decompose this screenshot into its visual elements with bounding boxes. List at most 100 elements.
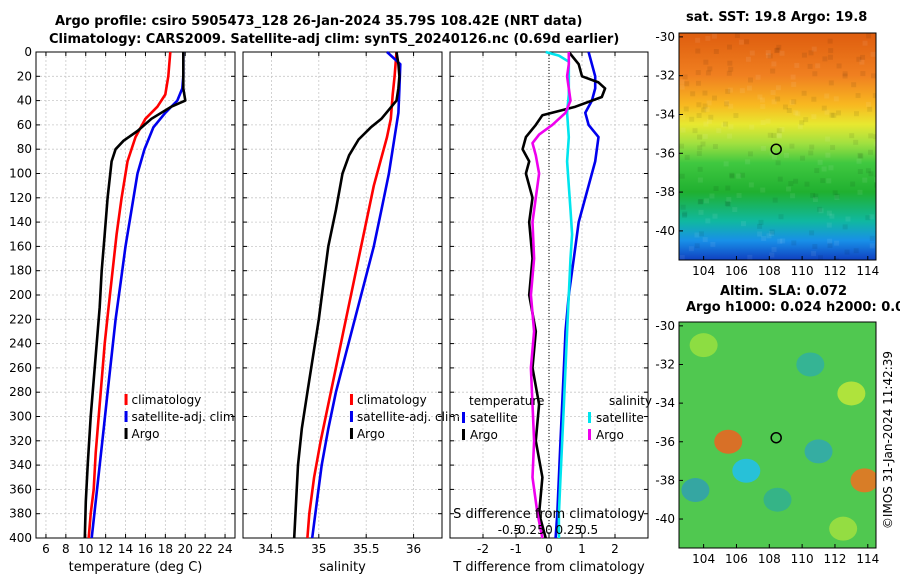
- pixel-texture: [856, 158, 862, 164]
- pixel-texture: [834, 194, 840, 200]
- pixel-texture: [807, 63, 813, 69]
- y-tick-label: -30: [655, 319, 675, 333]
- pixel-texture: [697, 166, 703, 172]
- pixel-texture: [727, 87, 733, 93]
- pixel-texture: [757, 94, 763, 100]
- x-tick-label: 22: [198, 542, 213, 556]
- series-line-satellite-adj-clim: [310, 51, 402, 539]
- top-tick-label: -0.5: [498, 523, 521, 537]
- sla-blob: [763, 487, 792, 512]
- pixel-texture: [818, 255, 824, 260]
- pixel-texture: [862, 177, 868, 183]
- y-tick-label: 400: [9, 531, 32, 545]
- y-tick-label: 340: [9, 458, 32, 472]
- pixel-texture: [790, 193, 796, 199]
- legend-swatch: [349, 394, 353, 405]
- pixel-texture: [836, 63, 842, 69]
- pixel-texture: [777, 238, 783, 244]
- x-tick-label: 12: [98, 542, 113, 556]
- pixel-texture: [801, 52, 807, 58]
- x-tick-label: 34.5: [258, 542, 285, 556]
- difference-xlabel: T difference from climatology: [452, 560, 645, 575]
- pixel-texture: [786, 186, 792, 192]
- pixel-texture: [732, 207, 738, 213]
- pixel-texture: [826, 178, 832, 184]
- pixel-texture: [827, 38, 833, 44]
- pixel-texture: [775, 96, 781, 102]
- pixel-texture: [725, 88, 731, 94]
- x-tick-label: 10: [78, 542, 93, 556]
- x-tick-label: 106: [725, 552, 748, 566]
- pixel-texture: [780, 238, 786, 244]
- y-tick-label: 300: [9, 410, 32, 424]
- pixel-texture: [724, 100, 730, 106]
- difference-panel: -2 -1 0 1 2 T difference from climatology temp…: [449, 50, 652, 575]
- pixel-texture: [782, 104, 788, 110]
- pixel-texture: [829, 213, 835, 219]
- series-line-temperature-satellite: [554, 51, 600, 539]
- pixel-texture: [803, 117, 809, 123]
- pixel-texture: [859, 59, 865, 65]
- pixel-texture: [684, 81, 690, 87]
- series-line-climatology: [87, 51, 172, 539]
- x-tick-label: 110: [791, 552, 814, 566]
- pixel-texture: [745, 56, 751, 62]
- y-tick-label: 160: [9, 239, 32, 253]
- y-tick-label: 100: [9, 167, 32, 181]
- pixel-texture: [815, 63, 821, 69]
- x-tick-label: 114: [856, 552, 879, 566]
- pixel-texture: [776, 44, 782, 50]
- pixel-texture: [767, 132, 773, 138]
- legend-swatch: [349, 428, 353, 439]
- pixel-texture: [757, 223, 763, 229]
- pixel-texture: [779, 126, 785, 132]
- pixel-texture: [703, 121, 709, 127]
- pixel-texture: [712, 143, 718, 149]
- pixel-texture: [817, 159, 823, 165]
- pixel-texture: [734, 33, 740, 39]
- pixel-texture: [817, 206, 823, 212]
- x-tick-label: 20: [178, 542, 193, 556]
- legend-swatch: [588, 412, 591, 423]
- pixel-texture: [679, 143, 685, 149]
- pixel-texture: [856, 56, 862, 62]
- pixel-texture: [684, 154, 690, 160]
- pixel-texture: [692, 128, 698, 134]
- pixel-texture: [822, 56, 828, 62]
- legend-swatch: [462, 412, 465, 423]
- pixel-texture: [778, 214, 784, 220]
- legend-label: Argo: [132, 427, 160, 441]
- y-tick-label: 320: [9, 434, 32, 448]
- sla-blob: [681, 478, 710, 503]
- pixel-texture: [739, 88, 745, 94]
- pixel-texture: [710, 241, 716, 247]
- legend-label: satellite-adj. clim: [132, 410, 235, 424]
- pixel-texture: [729, 173, 735, 179]
- sla-map: 104 106 108 110 112 114 -30 -32 -34 -36 -38 -40: [655, 319, 879, 566]
- top-tick-label: -0.25: [514, 523, 545, 537]
- pixel-texture: [829, 112, 835, 118]
- pixel-texture: [826, 210, 832, 216]
- pixel-texture: [760, 187, 766, 193]
- pixel-texture: [874, 182, 876, 188]
- sla-map-title: Altim. SLA: 0.072: [720, 284, 847, 299]
- pixel-texture: [690, 91, 696, 97]
- pixel-texture: [869, 235, 875, 241]
- pixel-texture: [853, 248, 859, 254]
- pixel-texture: [842, 73, 848, 79]
- legend-label: Argo: [596, 428, 624, 442]
- pixel-texture: [725, 185, 731, 191]
- pixel-texture: [760, 103, 766, 109]
- pixel-texture: [708, 114, 714, 120]
- y-tick-label: -40: [655, 224, 675, 238]
- pixel-texture: [874, 225, 876, 231]
- y-tick-label: 180: [9, 264, 32, 278]
- pixel-texture: [811, 46, 817, 52]
- legend-swatch: [124, 428, 128, 439]
- pixel-texture: [858, 153, 864, 159]
- pixel-texture: [682, 211, 688, 217]
- pixel-texture: [712, 213, 718, 219]
- pixel-texture: [797, 124, 803, 130]
- pixel-texture: [760, 145, 766, 151]
